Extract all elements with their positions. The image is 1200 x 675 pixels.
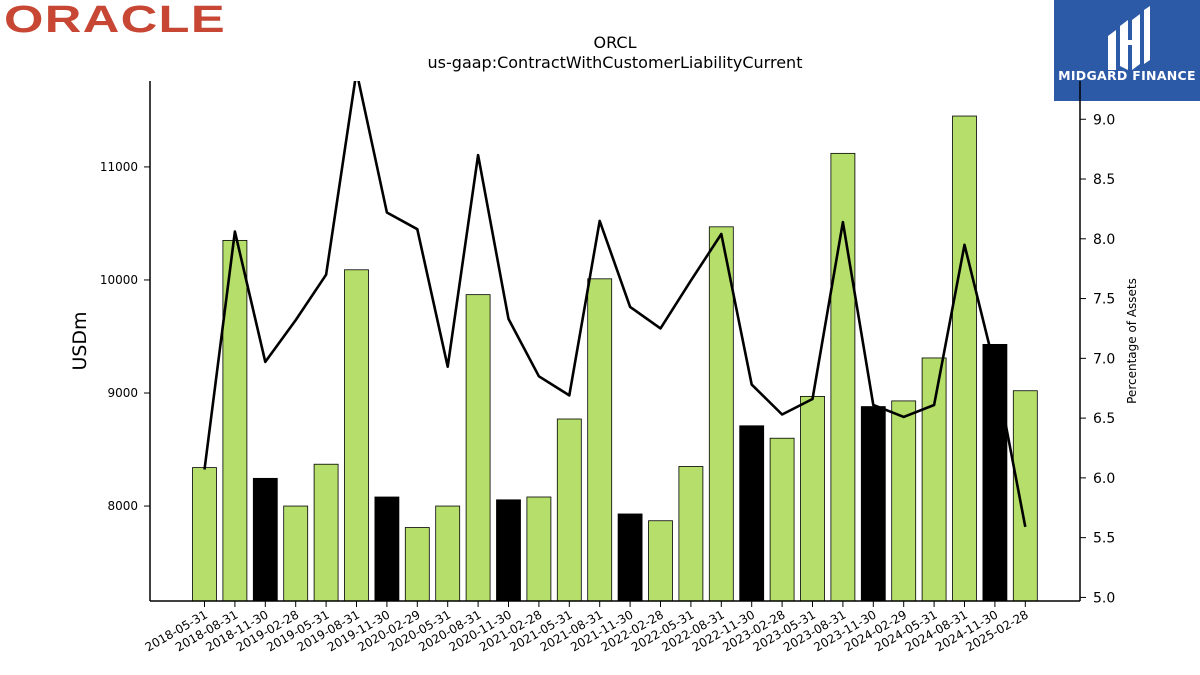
bar-2019-05-31	[313, 463, 339, 602]
bar-2024-11-30	[982, 343, 1008, 602]
bar-2021-05-31	[556, 418, 582, 602]
bar-2019-02-28	[283, 505, 309, 602]
y2-axis-label: Percentage of Assets	[1125, 278, 1139, 404]
bar-2022-05-31	[678, 466, 704, 602]
y-tick-label: 10000	[100, 273, 138, 287]
bar-2022-02-28	[648, 520, 673, 602]
bar-2019-11-30	[374, 496, 400, 602]
bar-2018-11-30	[252, 477, 278, 602]
bar-2020-08-31	[465, 294, 491, 602]
bar-2019-08-31	[344, 269, 369, 602]
midgard-emblem-icon	[1108, 6, 1150, 70]
y2-tick-label: 6.5	[1093, 411, 1115, 427]
bar-2020-02-29	[404, 527, 430, 602]
y2-tick-label: 7.0	[1093, 351, 1115, 367]
bar-2023-11-30	[860, 406, 886, 602]
y-axis-label: USDm	[69, 311, 91, 370]
bar-2025-02-28	[1012, 390, 1038, 602]
bar-2024-08-31	[952, 115, 977, 602]
oracle-logo-text: ORACLE	[4, 0, 226, 38]
bar-2024-02-29	[891, 400, 917, 602]
bar-2023-02-28	[769, 437, 795, 602]
bar-2022-11-30	[739, 425, 765, 602]
y-tick-label: 11000	[100, 160, 138, 174]
bar-2023-05-31	[800, 395, 825, 602]
y2-tick-label: 5.0	[1093, 590, 1115, 606]
bar-2020-11-30	[496, 499, 521, 602]
chart-subtitle: us-gaap:ContractWithCustomerLiabilityCur…	[428, 53, 803, 72]
percentage-of-assets-line	[203, 81, 1027, 528]
bar-2018-05-31	[192, 467, 217, 602]
y-tick-label: 9000	[107, 386, 138, 400]
bar-2021-08-31	[587, 278, 613, 602]
bar-2024-05-31	[921, 357, 947, 602]
y2-tick-label: 5.5	[1093, 531, 1115, 547]
y2-tick-label: 8.5	[1093, 172, 1115, 188]
bar-2023-08-31	[830, 152, 856, 602]
y2-tick-label: 7.5	[1093, 292, 1115, 308]
midgard-finance-logo: MIDGARD FINANCE	[1054, 0, 1200, 101]
midgard-finance-name: MIDGARD FINANCE	[1058, 68, 1196, 83]
oracle-logo: ORACLE	[4, 0, 228, 41]
bar-2022-08-31	[708, 226, 734, 602]
y-tick-label: 8000	[107, 499, 138, 513]
y2-tick-label: 8.0	[1093, 232, 1115, 248]
bar-2021-02-28	[526, 496, 552, 602]
y2-tick-label: 9.0	[1093, 112, 1115, 128]
bar-2020-05-31	[435, 505, 461, 602]
chart-title: ORCL	[594, 33, 637, 52]
y2-tick-label: 6.0	[1093, 471, 1115, 487]
bar-2021-11-30	[617, 513, 643, 602]
